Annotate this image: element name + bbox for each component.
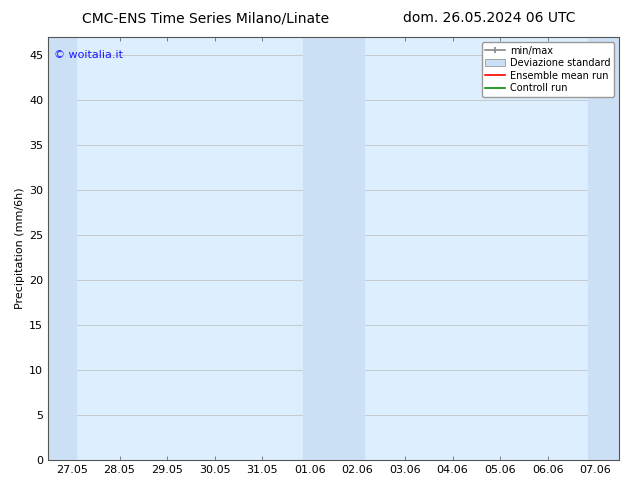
Text: dom. 26.05.2024 06 UTC: dom. 26.05.2024 06 UTC — [403, 11, 575, 25]
Y-axis label: Precipitation (mm/6h): Precipitation (mm/6h) — [15, 188, 25, 309]
Text: CMC-ENS Time Series Milano/Linate: CMC-ENS Time Series Milano/Linate — [82, 11, 330, 25]
Legend: min/max, Deviazione standard, Ensemble mean run, Controll run: min/max, Deviazione standard, Ensemble m… — [482, 42, 614, 97]
Bar — [302, 37, 365, 460]
Text: © woitalia.it: © woitalia.it — [54, 50, 123, 60]
Bar — [588, 37, 619, 460]
Bar — [48, 37, 75, 460]
